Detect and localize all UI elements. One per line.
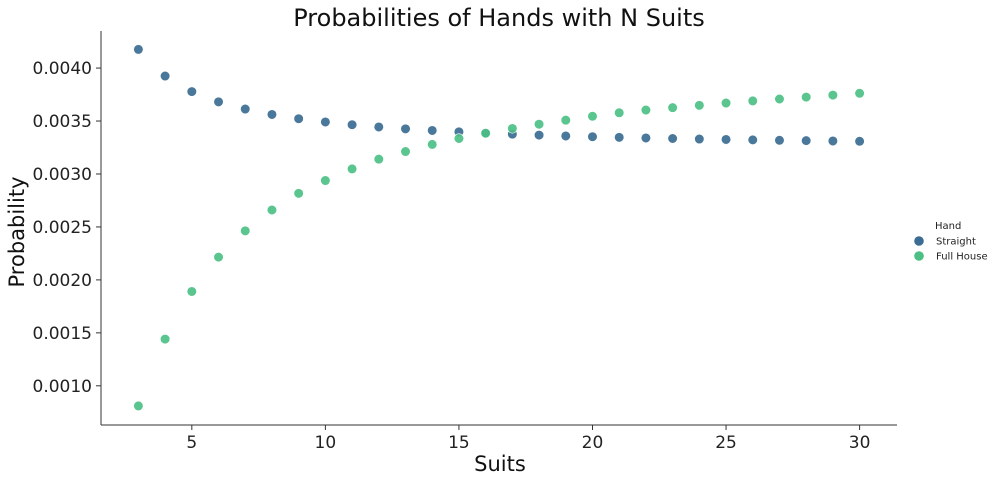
y-axis-title: Probability	[5, 176, 29, 287]
point-straight	[720, 134, 732, 145]
legend: Hand Straight Full House	[914, 221, 988, 263]
x-tick-label: 30	[849, 433, 871, 453]
y-tick-label: 0.0010	[33, 377, 92, 397]
point-full-house	[640, 104, 652, 116]
data-points	[133, 44, 865, 412]
y-tick-label: 0.0015	[33, 324, 92, 344]
x-tick-label: 5	[186, 433, 197, 453]
point-straight	[587, 131, 598, 142]
legend-label-full-house: Full House	[936, 252, 988, 263]
point-full-house	[133, 400, 144, 412]
point-straight	[266, 109, 278, 120]
point-straight	[213, 96, 224, 107]
point-full-house	[667, 102, 678, 113]
y-ticks: 0.0010 0.0015 0.0020 0.0025 0.0030 0.0035 0.00…	[33, 59, 101, 397]
point-full-house	[854, 88, 865, 99]
point-full-house	[720, 97, 732, 109]
point-full-house	[346, 163, 358, 174]
x-tick-label: 15	[448, 433, 470, 453]
point-full-house	[827, 89, 838, 101]
point-full-house	[480, 128, 491, 139]
point-full-house	[213, 252, 224, 263]
point-full-house	[293, 188, 304, 199]
y-tick-label: 0.0030	[33, 165, 92, 185]
point-straight	[533, 130, 545, 141]
point-full-house	[160, 334, 171, 345]
point-full-house	[427, 139, 438, 150]
point-straight	[694, 133, 705, 145]
point-straight	[373, 121, 384, 133]
point-full-house	[614, 107, 625, 118]
point-full-house	[801, 91, 812, 103]
point-full-house	[320, 175, 331, 186]
legend-marker-straight	[914, 236, 924, 246]
point-full-house	[186, 286, 197, 297]
legend-marker-full-house	[914, 251, 924, 261]
point-full-house	[774, 93, 785, 105]
point-straight	[854, 136, 865, 147]
point-straight	[827, 135, 838, 147]
y-tick-label: 0.0035	[33, 112, 92, 132]
x-tick-label: 20	[582, 433, 604, 453]
point-full-house	[747, 95, 758, 107]
x-tick-label: 25	[715, 433, 737, 453]
legend-label-straight: Straight	[936, 237, 976, 248]
point-straight	[560, 130, 571, 142]
point-full-house	[507, 123, 518, 134]
point-straight	[160, 70, 171, 82]
point-straight	[400, 123, 411, 134]
y-tick-label: 0.0025	[33, 218, 92, 238]
point-full-house	[240, 225, 251, 236]
point-straight	[240, 103, 251, 115]
point-full-house	[533, 119, 545, 130]
point-straight	[667, 133, 678, 144]
point-straight	[293, 113, 304, 124]
point-straight	[614, 132, 625, 143]
point-full-house	[453, 133, 465, 144]
point-full-house	[587, 111, 598, 122]
x-ticks: 5 10 15 20 25 30	[186, 425, 870, 453]
point-straight	[427, 125, 438, 136]
x-axis-title: Suits	[474, 452, 526, 476]
point-straight	[186, 86, 197, 97]
point-straight	[801, 135, 812, 146]
point-straight	[320, 116, 331, 128]
point-straight	[133, 44, 144, 55]
chart-title: Probabilities of Hands with N Suits	[293, 4, 704, 32]
point-straight	[747, 134, 758, 145]
point-full-house	[266, 204, 278, 216]
y-tick-label: 0.0040	[33, 59, 92, 79]
point-full-house	[400, 146, 411, 157]
point-straight	[640, 132, 652, 144]
point-straight	[346, 119, 358, 130]
point-full-house	[694, 100, 705, 111]
point-straight	[774, 135, 785, 146]
y-tick-label: 0.0020	[33, 271, 92, 291]
point-full-house	[560, 115, 571, 126]
x-tick-label: 10	[315, 433, 337, 453]
legend-title: Hand	[935, 221, 961, 232]
point-full-house	[373, 154, 384, 165]
